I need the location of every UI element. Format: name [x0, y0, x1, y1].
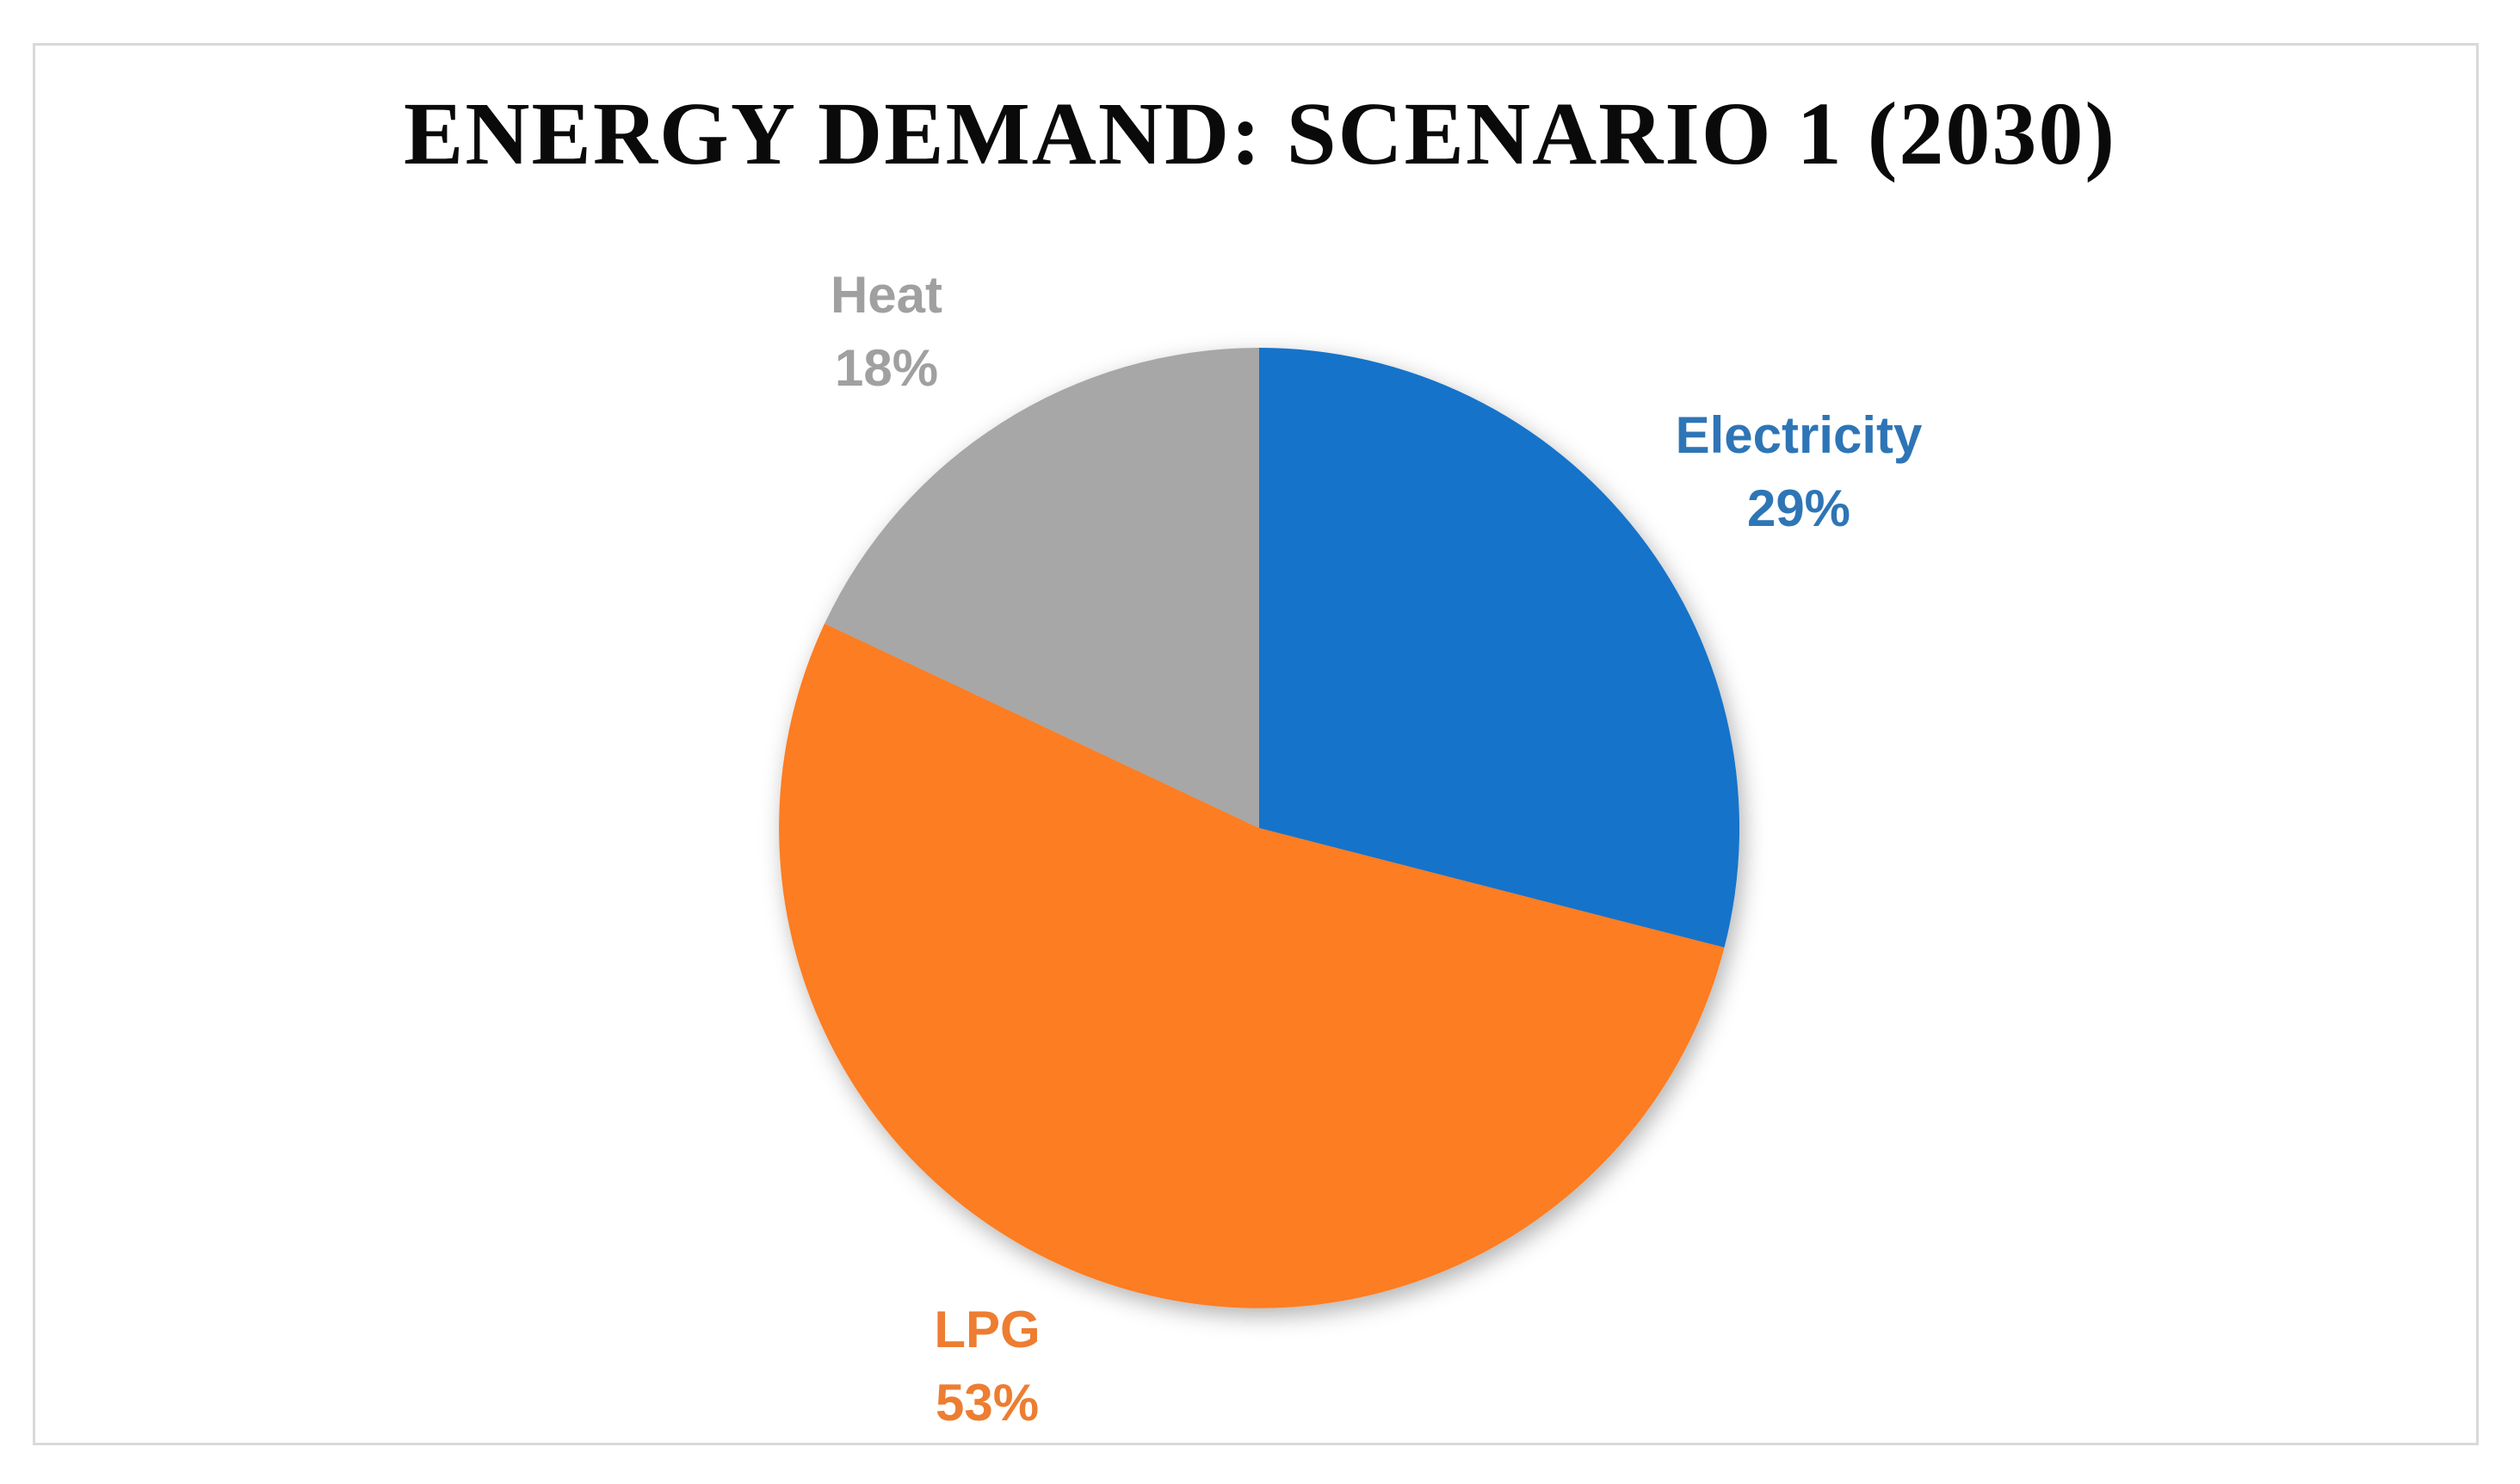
data-label-category: LPG: [934, 1301, 1041, 1358]
data-label-percent: 18%: [834, 339, 939, 397]
data-label-percent: 53%: [935, 1374, 1040, 1431]
data-label-category: Heat: [830, 266, 943, 324]
pie-slice-lpg: [779, 623, 1725, 1308]
data-label-percent: 29%: [1746, 479, 1851, 537]
pie-slice-electricity: [1259, 348, 1740, 948]
data-label-category: Electricity: [1675, 406, 1923, 464]
data-label-electricity: Electricity 29%: [1676, 399, 1923, 545]
pie-slices-group: [779, 348, 1740, 1308]
chart-title: ENERGY DEMAND: SCENARIO 1 (2030): [404, 84, 2116, 183]
data-label-heat: Heat 18%: [831, 258, 942, 405]
pie-slice-heat: [825, 348, 1259, 828]
data-label-lpg: LPG 53%: [934, 1293, 1040, 1439]
